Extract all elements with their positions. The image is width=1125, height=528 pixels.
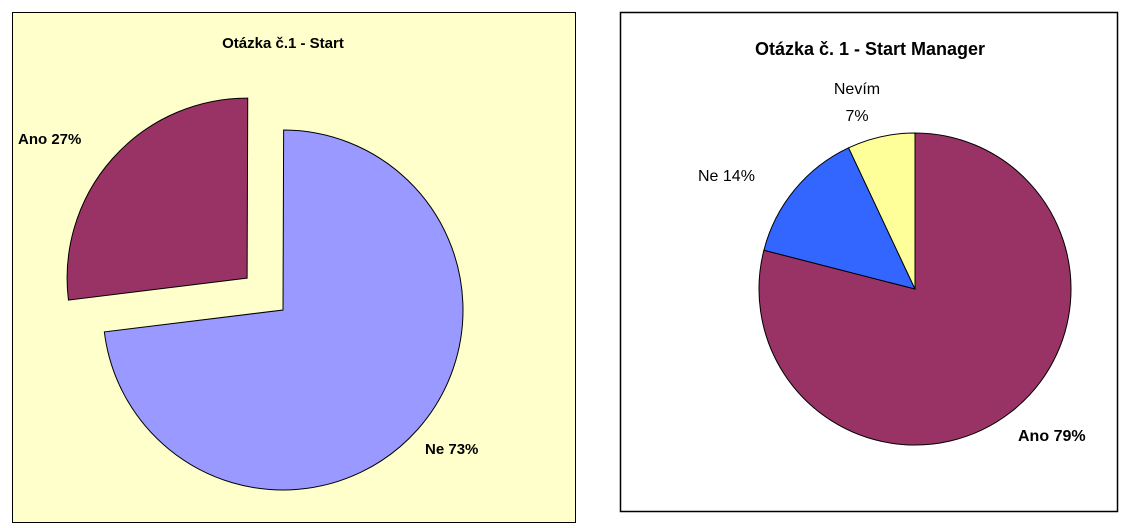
slice-value: 7% bbox=[845, 108, 868, 125]
slice-label: Ne 14% bbox=[698, 168, 755, 185]
slice-value: 27% bbox=[51, 131, 81, 148]
pie-slice bbox=[758, 132, 1072, 446]
slice-value: 14% bbox=[723, 168, 755, 185]
pie-slice bbox=[847, 132, 916, 290]
slice-label: Ano 27% bbox=[18, 131, 81, 148]
slice-value: 73% bbox=[448, 441, 478, 458]
pie-slice bbox=[103, 129, 464, 491]
pie-slice bbox=[763, 147, 916, 290]
pie-slice bbox=[66, 97, 249, 301]
slice-label: Ano 79% bbox=[1018, 428, 1086, 445]
slice-label: Nevím 7% bbox=[834, 81, 880, 125]
chart-title: Otázka č. 1 - Start Manager bbox=[755, 39, 985, 59]
slice-category: Nevím bbox=[834, 81, 880, 98]
slice-category: Ne bbox=[425, 441, 444, 458]
chart-title: Otázka č.1 - Start bbox=[222, 35, 344, 52]
slice-label: Ne 73% bbox=[425, 441, 478, 458]
slice-category: Ano bbox=[1018, 428, 1049, 445]
slice-value: 79% bbox=[1054, 428, 1086, 445]
slice-category: Ano bbox=[18, 131, 47, 148]
slice-category: Ne bbox=[698, 168, 719, 185]
